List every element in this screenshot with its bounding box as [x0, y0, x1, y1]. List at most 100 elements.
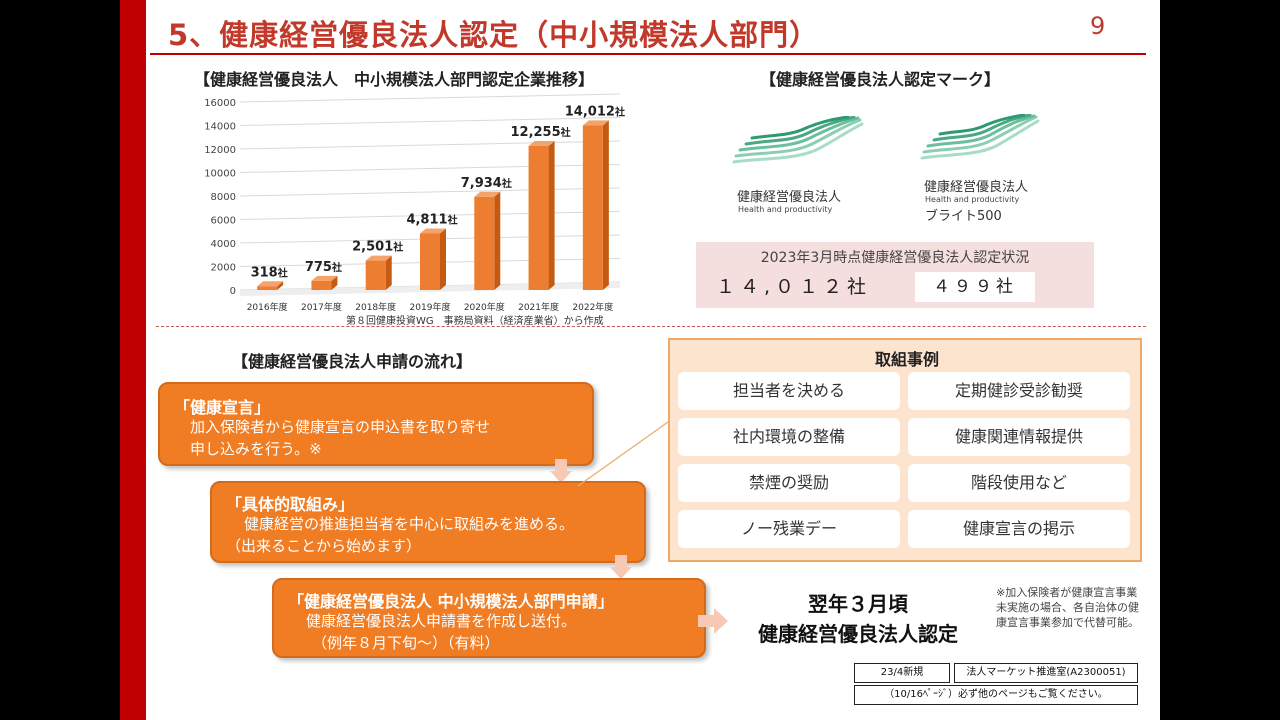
data-label: 7,934社 [461, 176, 512, 191]
x-tick-label: 2019年度 [410, 301, 451, 313]
data-label: 12,255社 [510, 125, 570, 140]
section-divider [156, 326, 1146, 327]
mark2-name: 健康経営優良法人 [924, 180, 1029, 195]
bar-side [548, 141, 555, 290]
bar-top [311, 275, 338, 281]
bar-side [602, 120, 609, 290]
y-tick-label: 2000 [211, 263, 236, 274]
marks-heading: 【健康経営優良法人認定マーク】 [760, 70, 1001, 89]
x-tick-label: 2017年度 [301, 301, 342, 313]
step3-line2: （例年８月下旬～）（有料） [312, 634, 500, 652]
down-arrow-icon [610, 555, 632, 579]
data-label: 4,811社 [406, 212, 457, 227]
data-label: 318社 [251, 265, 288, 280]
flow-heading: 【健康経営優良法人申請の流れ】 [232, 352, 473, 371]
grid-line [239, 140, 621, 150]
bar-side [494, 191, 501, 290]
bar [365, 260, 386, 290]
bar [311, 280, 332, 290]
example-item: 定期健診受診勧奨 [908, 372, 1130, 410]
step2-line2: （出来ることから始めます） [226, 537, 422, 555]
bar-side [440, 228, 446, 290]
status-total: １４,０１２社 [716, 276, 872, 298]
examples-title: 取組事例 [874, 350, 939, 369]
bar [474, 196, 495, 290]
example-item: 健康宣言の掲示 [908, 510, 1130, 548]
example-item: 階段使用など [908, 464, 1130, 502]
step1-title: 「健康宣言」 [174, 398, 271, 417]
y-tick-label: 6000 [211, 216, 236, 227]
certification-status: 2023年3月時点健康経営優良法人認定状況 １４,０１２社 ４９９社 [696, 242, 1094, 308]
flow-step-3: 「健康経営優良法人 中小規模法人部門申請」 健康経営優良法人申請書を作成し送付。… [272, 578, 706, 658]
office-tag: 法人マーケット推進室(A2300051) [954, 663, 1138, 683]
bar [257, 286, 278, 290]
y-tick-label: 16000 [204, 98, 236, 109]
grid-line [239, 93, 621, 103]
data-label: 2,501社 [352, 240, 403, 255]
status-caption: 2023年3月時点健康経営優良法人認定状況 [760, 250, 1030, 266]
title-underline [150, 53, 1146, 55]
x-tick-label: 2018年度 [355, 301, 396, 313]
source-note: 第８回健康投資WG 事務局資料（経済産業省）から作成 [346, 316, 604, 327]
step3-line1: 健康経営優良法人申請書を作成し送付。 [306, 612, 577, 630]
y-tick-label: 4000 [211, 239, 236, 250]
example-item: 社内環境の整備 [678, 418, 900, 456]
y-tick-label: 8000 [211, 192, 236, 203]
new-tag: 23/4新規 [854, 663, 950, 683]
data-label: 775社 [305, 260, 342, 275]
bar [420, 233, 440, 290]
result-line2: 健康経営優良法人認定 [758, 622, 958, 646]
y-tick-label: 0 [230, 286, 236, 297]
examples-panel: 取組事例 担当者を決める 定期健診受診勧奨 社内環境の整備 健康関連情報提供 禁… [668, 338, 1142, 562]
flow-step-2: 「具体的取組み」 健康経営の推進担当者を中心に取組みを進める。 （出来ることから… [210, 481, 646, 563]
bar-top [528, 141, 555, 147]
grid-line [239, 187, 621, 197]
mark2-en: Health and productivity [925, 195, 1020, 204]
bar-top [365, 255, 392, 261]
example-item: 健康関連情報提供 [908, 418, 1130, 456]
y-tick-label: 12000 [204, 145, 236, 156]
step2-title: 「具体的取組み」 [226, 495, 355, 514]
example-item: ノー残業デー [678, 510, 900, 548]
bar-top [474, 191, 501, 197]
result-line1: 翌年３月頃 [808, 592, 908, 616]
status-bright500: ４９９社 [915, 272, 1035, 302]
callout-connector [577, 421, 669, 487]
step3-title: 「健康経営優良法人 中小規模法人部門申請」 [288, 592, 614, 611]
grid-line [239, 117, 621, 126]
mark1-en: Health and productivity [738, 205, 833, 214]
example-item: 禁煙の奨励 [678, 464, 900, 502]
bar-side [331, 275, 338, 290]
bar-chart: 0 2000 4000 6000 8000 10000 12000 14000 16000 318… [204, 93, 625, 313]
page-ref: （10/16ﾍﾟｰｼﾞ）必ず他のページもご覧ください。 [854, 685, 1138, 705]
grid-line [239, 164, 621, 173]
y-tick-label: 10000 [204, 169, 236, 180]
x-tick-label: 2016年度 [247, 301, 288, 313]
step1-line1: 加入保険者から健康宣言の申込書を取り寄せ [190, 418, 491, 436]
bar [582, 125, 603, 290]
wave-logo-icon [920, 114, 1040, 160]
grid-line [239, 211, 621, 220]
example-item: 担当者を決める [678, 372, 900, 410]
accent-bar [120, 0, 146, 720]
step1-line2: 申し込みを行う。※ [190, 440, 322, 458]
bar-top [257, 281, 284, 287]
slide: 5、健康経営優良法人認定（中小規模法人部門） 9 【健康経営優良法人 中小規模法… [120, 0, 1160, 720]
x-tick-label: 2020年度 [464, 301, 505, 313]
mark2-brand: ブライト500 [925, 209, 1002, 224]
page-number: 9 [1090, 12, 1106, 40]
x-tick-label: 2022年度 [572, 301, 613, 313]
footnote: ※加入保険者が健康宣言事業未実施の場合、各自治体の健康宣言事業参加で代替可能。 [996, 586, 1139, 629]
mark1-name: 健康経営優良法人 [737, 190, 842, 205]
bar-top [420, 228, 446, 234]
x-tick-label: 2021年度 [518, 301, 559, 313]
step2-line1: 健康経営の推進担当者を中心に取組みを進める。 [244, 515, 575, 533]
chart-heading: 【健康経営優良法人 中小規模法人部門認定企業推移】 [194, 70, 595, 89]
flow-step-1: 「健康宣言」 加入保険者から健康宣言の申込書を取り寄せ 申し込みを行う。※ [158, 382, 594, 466]
down-arrow-icon [550, 459, 572, 483]
bar-side [385, 255, 392, 290]
y-tick-label: 14000 [204, 122, 236, 133]
right-arrow-icon [698, 608, 728, 634]
data-label: 14,012社 [565, 104, 625, 119]
bar-top [582, 120, 609, 126]
